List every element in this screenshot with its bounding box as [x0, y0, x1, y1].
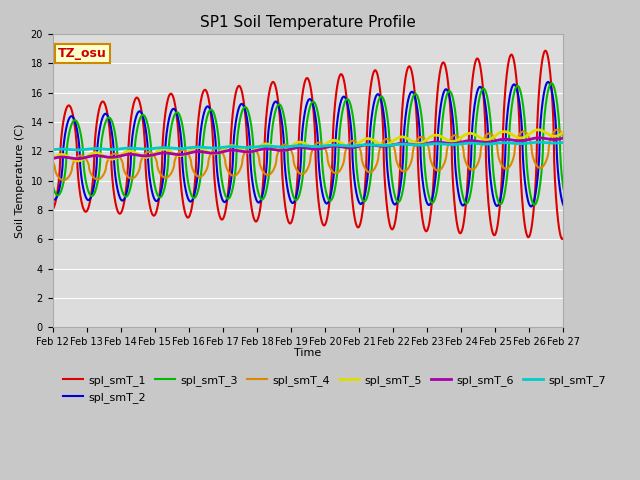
spl_smT_6 — [535, 135, 543, 141]
spl_smT_6 — [559, 135, 567, 141]
spl_smT_6 — [74, 156, 81, 162]
spl_smT_3 — [548, 80, 556, 86]
spl_smT_4 — [163, 175, 170, 180]
spl_smT_2 — [163, 134, 170, 140]
spl_smT_5 — [499, 129, 507, 134]
spl_smT_2 — [454, 185, 461, 191]
spl_smT_1 — [559, 236, 566, 242]
Line: spl_smT_5: spl_smT_5 — [52, 130, 563, 161]
spl_smT_4 — [60, 178, 67, 183]
Legend: spl_smT_1, spl_smT_2, spl_smT_3, spl_smT_4, spl_smT_5, spl_smT_6, spl_smT_7: spl_smT_1, spl_smT_2, spl_smT_3, spl_smT… — [58, 371, 611, 407]
spl_smT_3 — [387, 167, 395, 173]
spl_smT_4 — [387, 139, 395, 144]
spl_smT_2 — [544, 79, 552, 85]
spl_smT_1 — [163, 105, 170, 110]
spl_smT_4 — [150, 153, 158, 158]
spl_smT_6 — [387, 143, 395, 148]
Line: spl_smT_6: spl_smT_6 — [52, 138, 563, 159]
spl_smT_1 — [559, 235, 567, 241]
spl_smT_2 — [150, 195, 157, 201]
spl_smT_7 — [49, 147, 56, 153]
spl_smT_4 — [554, 127, 561, 132]
Line: spl_smT_7: spl_smT_7 — [52, 142, 563, 150]
Line: spl_smT_2: spl_smT_2 — [52, 82, 563, 206]
spl_smT_7 — [559, 140, 567, 145]
Line: spl_smT_1: spl_smT_1 — [52, 51, 563, 239]
spl_smT_5 — [454, 137, 462, 143]
spl_smT_6 — [163, 150, 170, 156]
spl_smT_6 — [499, 136, 507, 142]
spl_smT_6 — [49, 156, 56, 161]
Text: TZ_osu: TZ_osu — [58, 47, 106, 60]
spl_smT_7 — [74, 147, 81, 153]
Line: spl_smT_4: spl_smT_4 — [52, 130, 563, 180]
X-axis label: Time: Time — [294, 348, 322, 358]
spl_smT_4 — [559, 134, 567, 140]
spl_smT_7 — [387, 142, 395, 148]
spl_smT_6 — [150, 152, 158, 157]
spl_smT_6 — [220, 149, 228, 155]
spl_smT_2 — [49, 195, 56, 201]
spl_smT_5 — [534, 127, 542, 132]
spl_smT_7 — [534, 139, 542, 145]
spl_smT_5 — [559, 129, 567, 135]
spl_smT_1 — [499, 150, 506, 156]
Line: spl_smT_3: spl_smT_3 — [52, 83, 563, 205]
spl_smT_2 — [499, 182, 506, 188]
spl_smT_5 — [150, 151, 158, 156]
spl_smT_2 — [559, 202, 567, 208]
spl_smT_5 — [163, 147, 170, 153]
spl_smT_1 — [150, 213, 157, 218]
spl_smT_4 — [499, 164, 507, 170]
spl_smT_2 — [527, 204, 535, 209]
spl_smT_1 — [387, 225, 395, 231]
spl_smT_1 — [220, 215, 227, 221]
spl_smT_2 — [220, 198, 227, 204]
spl_smT_4 — [220, 153, 228, 158]
spl_smT_7 — [220, 144, 228, 150]
spl_smT_5 — [74, 158, 82, 164]
spl_smT_3 — [531, 202, 538, 208]
spl_smT_7 — [454, 142, 462, 147]
spl_smT_4 — [454, 133, 462, 139]
spl_smT_1 — [454, 224, 461, 230]
spl_smT_2 — [387, 192, 395, 198]
Y-axis label: Soil Temperature (C): Soil Temperature (C) — [15, 123, 25, 238]
spl_smT_5 — [387, 139, 395, 145]
spl_smT_7 — [150, 145, 158, 151]
spl_smT_3 — [49, 182, 56, 188]
spl_smT_5 — [49, 156, 56, 161]
spl_smT_3 — [150, 178, 157, 184]
spl_smT_3 — [220, 186, 227, 192]
spl_smT_3 — [454, 136, 461, 142]
spl_smT_7 — [163, 145, 170, 151]
spl_smT_1 — [49, 206, 56, 212]
spl_smT_6 — [454, 140, 462, 146]
Title: SP1 Soil Temperature Profile: SP1 Soil Temperature Profile — [200, 15, 416, 30]
spl_smT_3 — [499, 198, 506, 204]
spl_smT_3 — [163, 177, 170, 182]
spl_smT_3 — [559, 186, 567, 192]
spl_smT_4 — [49, 159, 56, 165]
spl_smT_1 — [541, 48, 549, 54]
spl_smT_7 — [499, 140, 507, 145]
spl_smT_5 — [220, 146, 228, 152]
